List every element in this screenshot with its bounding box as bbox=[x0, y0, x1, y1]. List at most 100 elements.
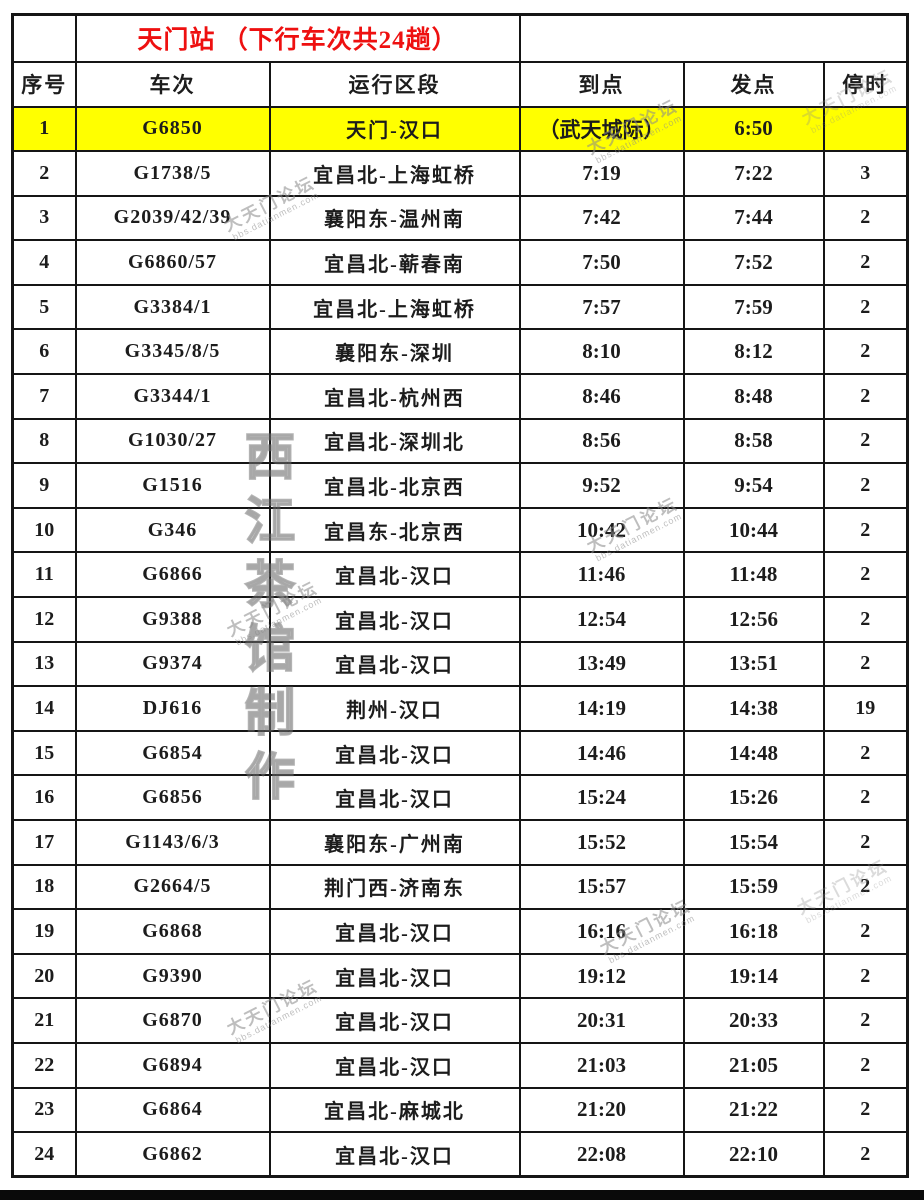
table-row: 8 G1030/27 宜昌北-深圳北 8:56 8:58 2 bbox=[11, 417, 909, 465]
train-number: G1738/5 bbox=[74, 150, 271, 197]
train-number: G6854 bbox=[74, 729, 271, 777]
col-header-arrive: 到点 bbox=[518, 60, 685, 108]
arrive-time: 7:50 bbox=[518, 239, 685, 286]
train-number: G6856 bbox=[74, 774, 271, 821]
arrive-time: 8:46 bbox=[518, 373, 685, 420]
arrive-time: 7:42 bbox=[518, 194, 685, 242]
row-index: 20 bbox=[11, 952, 77, 1000]
stop-minutes: 2 bbox=[822, 462, 909, 509]
depart-time: 14:38 bbox=[682, 685, 825, 732]
route-segment: 宜昌北-汉口 bbox=[268, 596, 521, 643]
row-index: 18 bbox=[11, 863, 77, 911]
arrive-time: 8:56 bbox=[518, 417, 685, 465]
arrive-time: 21:20 bbox=[518, 1086, 685, 1134]
col-header-route: 运行区段 bbox=[268, 60, 521, 108]
train-number: G6862 bbox=[74, 1131, 271, 1178]
table-row: 20 G9390 宜昌北-汉口 19:12 19:14 2 bbox=[11, 952, 909, 1000]
route-segment: 荆州-汉口 bbox=[268, 685, 521, 732]
title-row-right-blank-cell bbox=[518, 13, 909, 63]
arrive-time: 11:46 bbox=[518, 551, 685, 599]
route-segment: 宜昌北-汉口 bbox=[268, 640, 521, 688]
row-index: 12 bbox=[11, 596, 77, 643]
arrive-time: 7:19 bbox=[518, 150, 685, 197]
table-row: 4 G6860/57 宜昌北-蕲春南 7:50 7:52 2 bbox=[11, 239, 909, 286]
table-row: 5 G3384/1 宜昌北-上海虹桥 7:57 7:59 2 bbox=[11, 283, 909, 331]
depart-time: 10:44 bbox=[682, 506, 825, 554]
route-segment: 宜昌北-汉口 bbox=[268, 952, 521, 1000]
train-number: G3345/8/5 bbox=[74, 328, 271, 376]
route-segment: 宜昌北-杭州西 bbox=[268, 373, 521, 420]
train-number: G6864 bbox=[74, 1086, 271, 1134]
depart-time: 7:44 bbox=[682, 194, 825, 242]
depart-time: 8:58 bbox=[682, 417, 825, 465]
table-row: 19 G6868 宜昌北-汉口 16:16 16:18 2 bbox=[11, 908, 909, 955]
depart-time: 8:12 bbox=[682, 328, 825, 376]
stop-minutes: 2 bbox=[822, 328, 909, 376]
stop-minutes: 2 bbox=[822, 1131, 909, 1178]
route-segment: 宜昌北-汉口 bbox=[268, 997, 521, 1044]
row-index: 14 bbox=[11, 685, 77, 732]
route-segment: 宜昌北-蕲春南 bbox=[268, 239, 521, 286]
train-number: G1516 bbox=[74, 462, 271, 509]
depart-time: 21:22 bbox=[682, 1086, 825, 1134]
table-row: 13 G9374 宜昌北-汉口 13:49 13:51 2 bbox=[11, 640, 909, 688]
route-segment: 宜昌北-汉口 bbox=[268, 774, 521, 821]
arrive-time: 9:52 bbox=[518, 462, 685, 509]
stop-minutes: 2 bbox=[822, 283, 909, 331]
depart-time: 11:48 bbox=[682, 551, 825, 599]
row-index: 13 bbox=[11, 640, 77, 688]
table-row: 11 G6866 宜昌北-汉口 11:46 11:48 2 bbox=[11, 551, 909, 599]
col-header-index: 序号 bbox=[11, 60, 77, 108]
col-header-stop: 停时 bbox=[822, 60, 909, 108]
depart-time: 22:10 bbox=[682, 1131, 825, 1178]
route-segment: 宜昌北-上海虹桥 bbox=[268, 150, 521, 197]
route-segment: 襄阳东-广州南 bbox=[268, 819, 521, 866]
depart-time: 7:22 bbox=[682, 150, 825, 197]
row-index: 23 bbox=[11, 1086, 77, 1134]
arrive-time: 15:24 bbox=[518, 774, 685, 821]
train-number: G3344/1 bbox=[74, 373, 271, 420]
depart-time: 15:59 bbox=[682, 863, 825, 911]
table-row: 9 G1516 宜昌北-北京西 9:52 9:54 2 bbox=[11, 462, 909, 509]
arrive-time: 14:46 bbox=[518, 729, 685, 777]
table-row: 21 G6870 宜昌北-汉口 20:31 20:33 2 bbox=[11, 997, 909, 1044]
stop-minutes: 2 bbox=[822, 952, 909, 1000]
row-index: 22 bbox=[11, 1041, 77, 1089]
title-row-left-blank-cell bbox=[11, 13, 77, 63]
table-row: 16 G6856 宜昌北-汉口 15:24 15:26 2 bbox=[11, 774, 909, 821]
row-index: 6 bbox=[11, 328, 77, 376]
route-segment: 宜昌北-汉口 bbox=[268, 1041, 521, 1089]
bottom-scan-edge-bar bbox=[0, 1190, 924, 1200]
row-index: 16 bbox=[11, 774, 77, 821]
column-header-row: 序号 车次 运行区段 到点 发点 停时 bbox=[11, 60, 909, 108]
train-number: G3384/1 bbox=[74, 283, 271, 331]
table-row: 23 G6864 宜昌北-麻城北 21:20 21:22 2 bbox=[11, 1086, 909, 1134]
arrive-time: 22:08 bbox=[518, 1131, 685, 1178]
depart-time: 13:51 bbox=[682, 640, 825, 688]
train-timetable: 天门站 （下行车次共24趟） 序号 车次 运行区段 到点 发点 停时 1 G685… bbox=[11, 13, 910, 1179]
stop-minutes: 2 bbox=[822, 863, 909, 911]
stop-minutes: 2 bbox=[822, 819, 909, 866]
row-index: 17 bbox=[11, 819, 77, 866]
title-row: 天门站 （下行车次共24趟） bbox=[11, 13, 909, 63]
row-index: 3 bbox=[11, 194, 77, 242]
depart-time: 16:18 bbox=[682, 908, 825, 955]
row-index: 24 bbox=[11, 1131, 77, 1178]
arrive-time: 14:19 bbox=[518, 685, 685, 732]
route-segment: 宜昌北-麻城北 bbox=[268, 1086, 521, 1134]
row-index: 21 bbox=[11, 997, 77, 1044]
table-row: 15 G6854 宜昌北-汉口 14:46 14:48 2 bbox=[11, 729, 909, 777]
route-segment: 襄阳东-深圳 bbox=[268, 328, 521, 376]
train-number: G6868 bbox=[74, 908, 271, 955]
train-number: DJ616 bbox=[74, 685, 271, 732]
row-index: 7 bbox=[11, 373, 77, 420]
stop-minutes: 2 bbox=[822, 1086, 909, 1134]
depart-time: 9:54 bbox=[682, 462, 825, 509]
train-number: G6850 bbox=[74, 105, 271, 153]
stop-minutes: 2 bbox=[822, 373, 909, 420]
table-row: 6 G3345/8/5 襄阳东-深圳 8:10 8:12 2 bbox=[11, 328, 909, 376]
route-segment: 宜昌北-汉口 bbox=[268, 1131, 521, 1178]
row-index: 2 bbox=[11, 150, 77, 197]
row-index: 5 bbox=[11, 283, 77, 331]
